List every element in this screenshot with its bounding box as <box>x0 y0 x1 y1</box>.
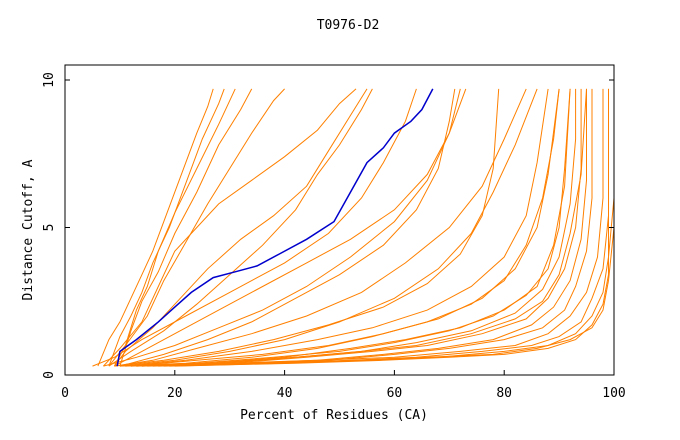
model-line-16 <box>130 88 571 367</box>
model-line-26 <box>114 88 500 367</box>
y-tick-label: 0 <box>42 371 57 379</box>
model-line-28 <box>114 88 461 367</box>
model-line-8 <box>108 88 373 367</box>
model-line-30 <box>169 88 615 367</box>
x-tick-label: 80 <box>496 386 512 401</box>
model-line-18 <box>136 88 582 367</box>
model-line-9 <box>92 88 417 367</box>
model-line-21 <box>141 88 604 367</box>
model-line-10 <box>103 88 467 367</box>
x-tick-label: 40 <box>277 386 293 401</box>
x-tick-label: 20 <box>167 386 183 401</box>
model-line-7 <box>113 88 368 367</box>
plot-frame <box>64 64 615 376</box>
model-line-6 <box>103 88 357 367</box>
highlight-model-line <box>116 88 434 367</box>
x-tick-label: 0 <box>61 386 69 401</box>
model-line-20 <box>152 88 593 367</box>
model-line-5 <box>108 88 285 367</box>
x-tick-label: 100 <box>602 386 625 401</box>
series-lines <box>92 88 615 367</box>
model-line-25 <box>136 88 587 367</box>
model-line-11 <box>114 88 527 367</box>
model-line-27 <box>119 88 456 367</box>
model-line-4 <box>119 88 253 367</box>
model-line-2 <box>108 88 225 367</box>
model-line-13 <box>125 88 549 367</box>
model-line-14 <box>130 88 560 367</box>
model-line-24 <box>125 88 571 367</box>
x-tick-label: 60 <box>387 386 403 401</box>
y-axis-label: Distance Cutoff, A <box>21 159 36 300</box>
axis-ticks: 0 20 40 60 80 100 0 5 10 <box>42 72 626 401</box>
model-line-15 <box>119 88 560 367</box>
y-tick-label: 10 <box>42 72 57 88</box>
model-line-1 <box>97 88 214 367</box>
x-axis-label: Percent of Residues (CA) <box>240 408 428 423</box>
model-line-12 <box>119 88 538 367</box>
model-line-29 <box>174 88 609 367</box>
y-tick-label: 5 <box>42 224 57 232</box>
model-line-3 <box>113 88 236 367</box>
chart-title: T0976-D2 <box>317 18 380 33</box>
